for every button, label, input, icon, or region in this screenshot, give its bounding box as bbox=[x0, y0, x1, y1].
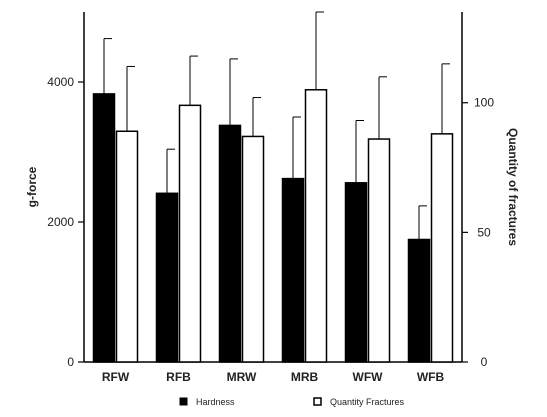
right-ticks: 0 50 100 bbox=[462, 96, 494, 369]
legend-label-hardness: Hardness bbox=[196, 397, 235, 407]
bar-quantity-fractures-mrb bbox=[304, 89, 328, 363]
legend-label-quantity-fractures: Quantity Fractures bbox=[330, 397, 405, 407]
y-axis-right-title: Quantity of fractures bbox=[506, 128, 520, 246]
bar-hardness-rfb bbox=[155, 192, 179, 363]
category-label-rfb: RFB bbox=[166, 370, 191, 384]
bar-quantity-fractures-rfw bbox=[115, 130, 139, 363]
bars bbox=[92, 11, 454, 363]
legend: Hardness Quantity Fractures bbox=[179, 397, 405, 407]
y-left-tick-label-0: 0 bbox=[67, 355, 74, 369]
category-label-mrb: MRB bbox=[291, 370, 319, 384]
category-label-mrw: MRW bbox=[227, 370, 257, 384]
y-axis-left-title: g-force bbox=[25, 166, 39, 207]
bar-quantity-fractures-wfb bbox=[430, 133, 454, 363]
legend-swatch-hardness bbox=[179, 397, 188, 406]
y-right-tick-label-2: 100 bbox=[474, 96, 494, 110]
category-label-wfb: WFB bbox=[417, 370, 445, 384]
category-label-rfw: RFW bbox=[102, 370, 130, 384]
bar-quantity-fractures-mrw bbox=[241, 135, 265, 363]
bar-quantity-fractures-rfb bbox=[178, 104, 202, 363]
category-label-wfw: WFW bbox=[353, 370, 384, 384]
bar-hardness-rfw bbox=[92, 93, 116, 363]
bar-quantity-fractures-wfw bbox=[367, 138, 391, 363]
legend-swatch-quantity-fractures bbox=[313, 397, 322, 406]
y-right-tick-label-1: 50 bbox=[477, 225, 491, 239]
bar-hardness-wfb bbox=[407, 238, 431, 363]
y-left-tick-label-2: 4000 bbox=[47, 75, 74, 89]
bar-hardness-mrb bbox=[281, 177, 305, 363]
left-ticks: 0 2000 4000 bbox=[47, 75, 84, 369]
bar-hardness-mrw bbox=[218, 124, 242, 363]
plot-frame bbox=[83, 12, 463, 363]
y-left-tick-label-1: 2000 bbox=[47, 215, 74, 229]
category-labels: RFW RFB MRW MRB WFW WFB bbox=[102, 370, 445, 384]
y-right-tick-label-0: 0 bbox=[481, 355, 488, 369]
bar-hardness-wfw bbox=[344, 182, 368, 363]
